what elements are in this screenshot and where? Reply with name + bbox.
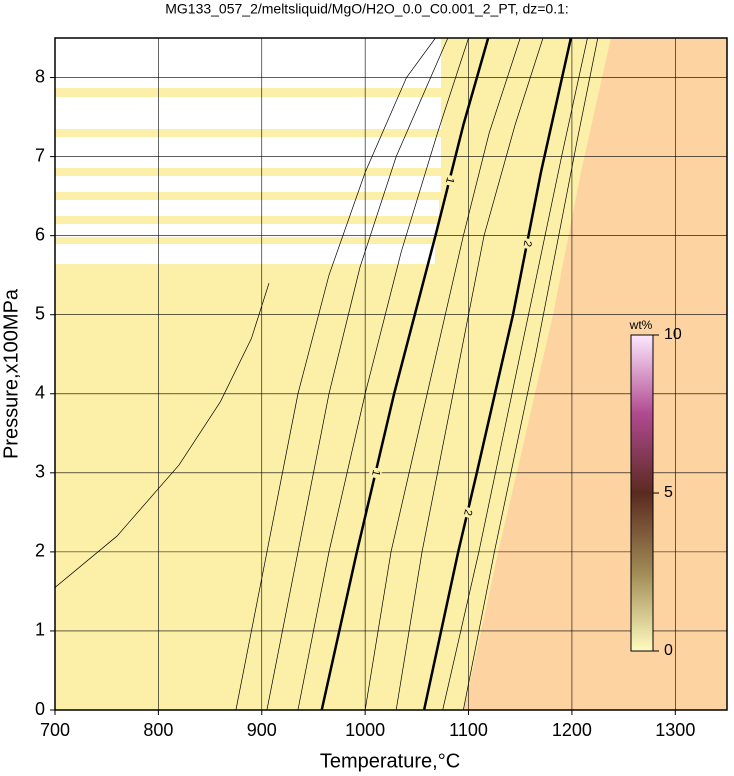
- y-axis-label: Pressure,x100MPa: [0, 288, 22, 459]
- y-tick-label: 6: [35, 224, 45, 244]
- y-tick-label: 8: [35, 66, 45, 86]
- x-tick-label: 1300: [655, 720, 695, 740]
- y-tick-label: 0: [35, 699, 45, 719]
- colorbar-label: wt%: [629, 318, 653, 332]
- colorbar: [630, 334, 654, 652]
- y-tick-label: 2: [35, 541, 45, 561]
- contour-line: [442, 38, 588, 710]
- contour-line: [395, 38, 544, 710]
- contour-label: 2: [461, 508, 474, 517]
- contour-label-bg: [520, 237, 534, 250]
- contour-label-bg: [442, 173, 457, 187]
- y-tick-label: 7: [35, 145, 45, 165]
- x-tick-label: 800: [143, 720, 173, 740]
- contour-line: [422, 38, 573, 710]
- colorbar-tick-label: 10: [664, 326, 682, 343]
- missing-data: [55, 38, 441, 264]
- y-tick-label: 1: [35, 620, 45, 640]
- x-axis-label: Temperature,°C: [320, 750, 460, 772]
- contour-line: [320, 38, 490, 710]
- colorbar-tick-label: 5: [664, 484, 673, 501]
- x-tick-label: 900: [247, 720, 277, 740]
- contour-line: [463, 38, 599, 710]
- contour-line: [364, 38, 521, 710]
- contour-line: [266, 38, 449, 710]
- x-tick-label: 1000: [345, 720, 385, 740]
- contours: 1 1 2 2: [55, 38, 599, 710]
- contour-line: [297, 38, 469, 710]
- colorbar-tick-label: 0: [664, 642, 673, 659]
- x-tick-label: 1200: [552, 720, 592, 740]
- fill-layer: [464, 38, 727, 710]
- contour-label: 1: [443, 176, 456, 185]
- colorbar-ticks: 0 5 10: [653, 326, 682, 659]
- contour-line: [235, 38, 436, 710]
- y-tick-label: 4: [35, 383, 45, 403]
- chart-title: MG133_057_2/meltsliquid/MgO/H2O_0.0_C0.0…: [165, 1, 569, 17]
- plot-frame: [54, 37, 728, 711]
- contour-label-bg: [460, 506, 475, 519]
- contour-label: 2: [521, 239, 534, 247]
- contour-label: 1: [369, 468, 382, 477]
- x-tick-label: 1100: [449, 720, 488, 740]
- y-tick-label: 5: [35, 303, 45, 323]
- y-tick-label: 3: [35, 462, 45, 482]
- contour-label-bg: [368, 466, 383, 480]
- high-value-region: [464, 38, 727, 710]
- contour-line: [55, 282, 270, 588]
- x-tick-label: 700: [40, 720, 70, 740]
